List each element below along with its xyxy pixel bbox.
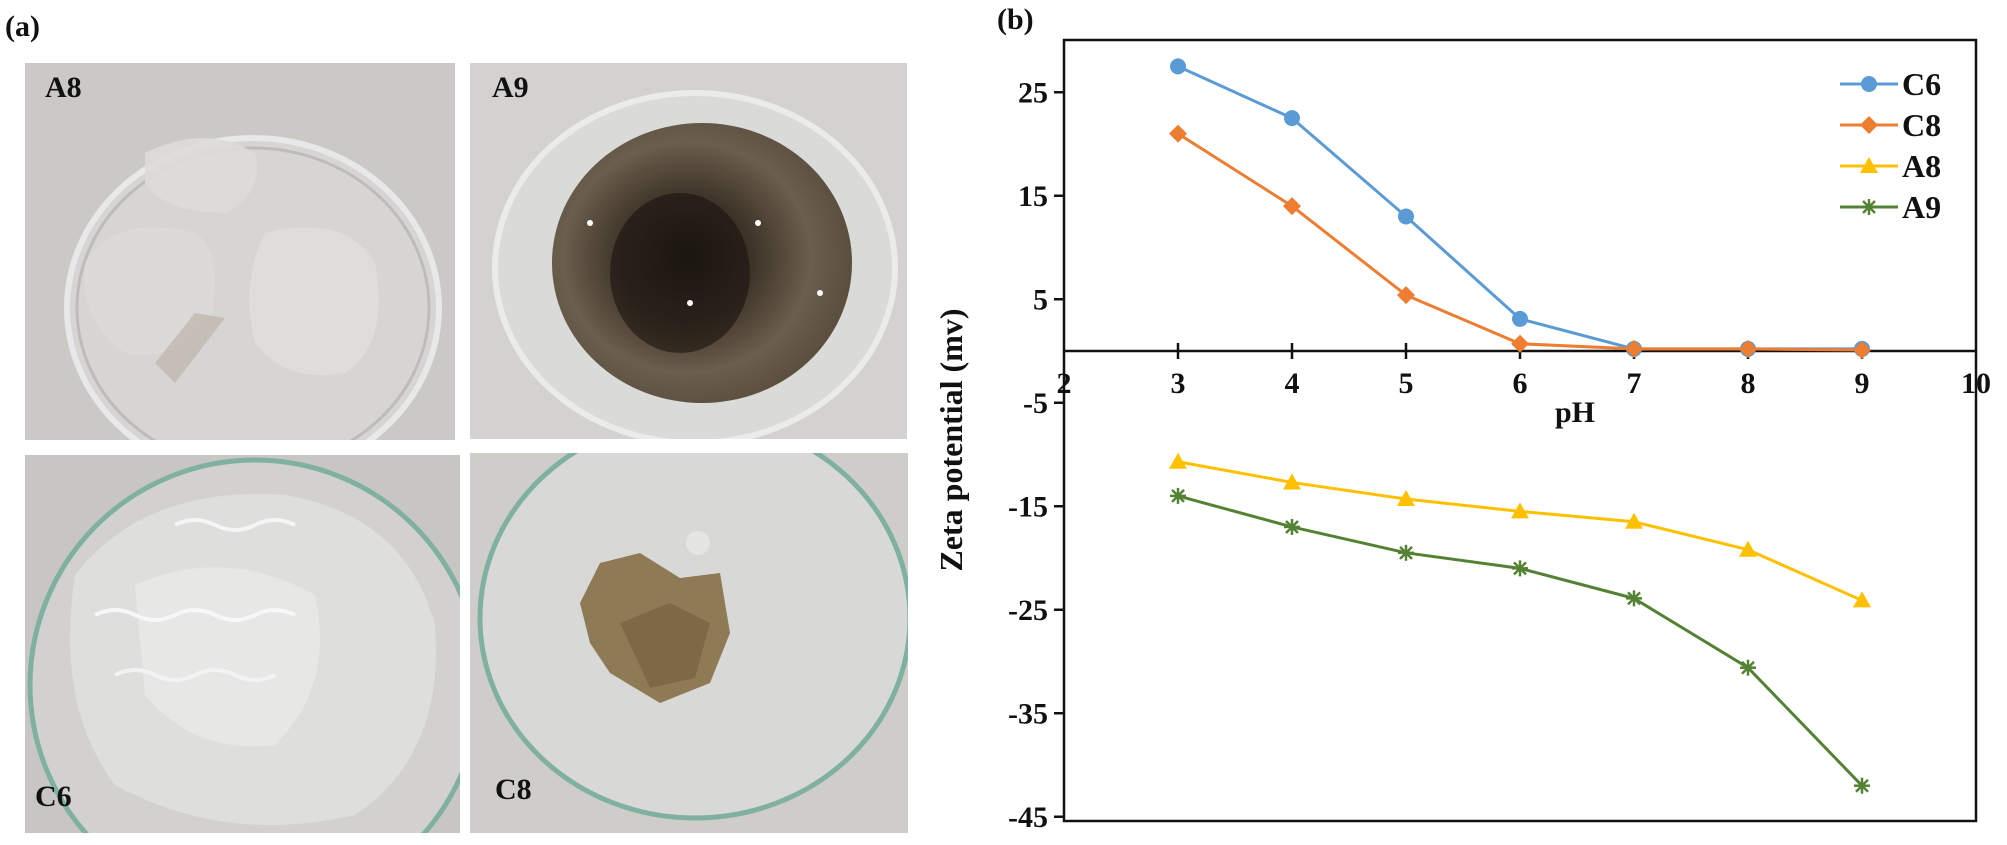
series-a9 [1170, 487, 1870, 794]
petri-dish-c8-illustration [477, 453, 908, 821]
chart-legend: C6 C8 A8 A9 [1840, 66, 1941, 225]
y-tick-label: 25 [1018, 76, 1048, 109]
y-tick-label: 5 [1033, 283, 1048, 316]
chart-series [1169, 58, 1871, 794]
triangle-marker-icon [1397, 490, 1415, 507]
petri-dish-a8-illustration [64, 135, 442, 440]
diamond-marker-icon [1283, 197, 1301, 216]
circle-marker-icon [1512, 310, 1528, 327]
diamond-marker-icon [1860, 116, 1878, 134]
triangle-marker-icon [1853, 591, 1871, 608]
triangle-marker-icon [1283, 473, 1301, 490]
triangle-marker-icon [1169, 452, 1187, 469]
asterisk-marker-icon [1854, 777, 1870, 794]
triangle-marker-icon [1739, 540, 1757, 557]
y-tick-label: 15 [1018, 180, 1048, 213]
triangle-marker-icon [1860, 157, 1878, 173]
diamond-marker-icon [1397, 286, 1415, 305]
legend-label: C8 [1902, 107, 1941, 143]
x-tick-label: 5 [1399, 367, 1414, 400]
petri-dish-a9-illustration [492, 90, 898, 439]
photo-label-c6: C6 [35, 780, 72, 813]
circle-marker-icon [1398, 208, 1414, 225]
asterisk-marker-icon [1170, 487, 1186, 504]
x-tick-label: 9 [1855, 367, 1870, 400]
diamond-marker-icon [1169, 124, 1187, 143]
series-line [1177, 132, 1863, 352]
legend-item-c6: C6 [1840, 66, 1941, 102]
circle-marker-icon [1170, 58, 1186, 75]
photo-c8: C8 [470, 453, 908, 833]
series-a8 [1169, 452, 1871, 608]
legend-label: A8 [1902, 148, 1941, 184]
legend-label: A9 [1902, 189, 1941, 225]
asterisk-marker-icon [1861, 199, 1877, 215]
circle-marker-icon [1626, 340, 1642, 357]
series-line [1177, 460, 1863, 602]
diamond-marker-icon [1853, 340, 1871, 359]
x-tick-label: 6 [1513, 367, 1528, 400]
photo-label-c8: C8 [495, 773, 532, 806]
circle-marker-icon [1861, 76, 1877, 92]
photo-label-a9: A9 [492, 71, 529, 104]
x-tick-label: 4 [1285, 367, 1300, 400]
photo-a8: A8 [25, 63, 455, 440]
series-c6 [1170, 58, 1870, 357]
y-tick-label: -15 [1008, 490, 1048, 523]
y-tick-label: -5 [1023, 387, 1048, 420]
plot-border [1062, 38, 1978, 823]
legend-item-a9: A9 [1840, 189, 1941, 225]
panel-a-label: (a) [5, 10, 40, 43]
photo-a9: A9 [470, 63, 907, 439]
y-axis-title: Zeta potential (mv) [933, 308, 969, 571]
circle-marker-icon [1284, 110, 1300, 127]
x-tick-label: 3 [1171, 367, 1186, 400]
photo-c6: C6 [25, 455, 460, 833]
asterisk-marker-icon [1512, 560, 1528, 577]
panel-b-label: (b) [997, 3, 1034, 36]
legend-item-c8: C8 [1840, 107, 1941, 143]
triangle-marker-icon [1511, 502, 1529, 519]
chart-axes: 25 15 5 -5 -15 -25 -35 -45 2 3 4 5 6 7 8 9 10 [1008, 38, 1991, 834]
asterisk-marker-icon [1398, 544, 1414, 561]
diamond-marker-icon [1739, 339, 1757, 358]
diamond-marker-icon [1511, 334, 1529, 353]
series-line [1177, 65, 1862, 351]
x-axis-title: pH [1555, 396, 1595, 429]
petri-dish-c6-illustration [27, 457, 460, 833]
y-tick-label: -25 [1008, 594, 1048, 627]
asterisk-marker-icon [1626, 590, 1642, 607]
asterisk-marker-icon [1740, 659, 1756, 676]
legend-label: C6 [1902, 66, 1941, 102]
photo-label-a8: A8 [45, 71, 82, 104]
circle-marker-icon [1854, 340, 1870, 357]
series-c8 [1169, 124, 1871, 359]
circle-marker-icon [1740, 340, 1756, 357]
asterisk-marker-icon [1284, 518, 1300, 535]
y-tick-label: -35 [1008, 697, 1048, 730]
x-tick-label: 2 [1057, 367, 1072, 400]
x-tick-label: 8 [1741, 367, 1756, 400]
x-tick-label: 7 [1627, 367, 1642, 400]
series-line [1177, 494, 1864, 787]
triangle-marker-icon [1625, 512, 1643, 529]
x-tick-label: 10 [1961, 367, 1991, 400]
y-tick-label: -45 [1008, 801, 1048, 834]
diamond-marker-icon [1625, 339, 1643, 358]
legend-item-a8: A8 [1840, 148, 1941, 184]
